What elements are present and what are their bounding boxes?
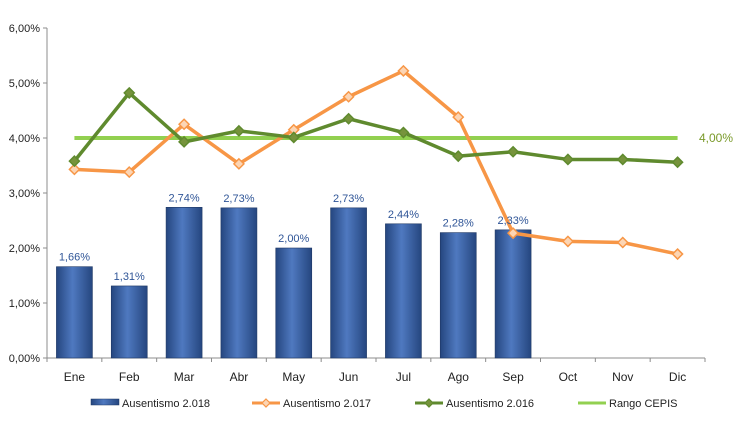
bar [330,207,367,359]
series-marker [671,156,684,169]
x-tick-label: Oct [559,370,578,384]
y-tick-label: 4,00% [9,133,40,145]
y-tick-label: 6,00% [9,23,40,35]
series-marker [232,124,245,137]
bar-data-label: 2,33% [497,215,528,227]
x-tick-label: Jul [396,370,411,384]
y-tick-label: 5,00% [9,78,40,90]
series-marker [507,227,520,240]
series-line [73,91,678,164]
x-tick-label: Dic [669,370,686,384]
bar-series [56,207,532,359]
legend-swatch-bars [90,398,120,406]
x-tick-label: Mar [174,370,195,384]
bar [439,232,477,359]
series-marker [178,118,191,131]
bar-data-label: 2,73% [333,193,364,205]
bar-data-label: 2,73% [223,193,254,205]
series-marker [178,135,191,148]
legend-label-series: Rango CEPIS [609,398,677,410]
bar [275,247,313,359]
bar-data-label: 2,28% [443,218,474,230]
legend-label-series: Ausentismo 2.016 [446,398,534,410]
x-tick-label: Feb [119,370,140,384]
bar-data-label: 1,66% [59,252,90,264]
axes: 0,00% 1,00% 2,00% 3,00% 4,00% 5,00% 6,00% Ene Fe… [9,23,706,384]
bar [56,266,93,359]
y-tick-label: 1,00% [9,298,40,310]
series-marker [452,150,465,163]
line-series [68,64,684,261]
y-tick-label: 3,00% [9,188,40,200]
bar [494,229,532,359]
series-marker [232,157,245,170]
bar [165,207,203,359]
series-marker [397,64,410,77]
series-marker [287,131,300,144]
series-marker [342,112,355,125]
y-tick-label: 0,00% [9,353,40,365]
series-marker [68,163,81,176]
series-marker [507,145,520,158]
x-tick-label: Ago [448,370,470,384]
data-labels: 1,66% 1,31% 2,74% 2,73% 2,00% 2,73% 2,44% 2,28%… [59,131,734,283]
legend-label-series: Ausentismo 2.017 [283,398,371,410]
series-marker [452,111,465,124]
series-marker [616,236,629,249]
bar-data-label: 2,74% [168,192,199,204]
bar-data-label: 2,00% [278,233,309,245]
bar-data-label: 1,31% [114,271,145,283]
cepis-end-label: 4,00% [699,131,733,145]
legend: Ausentismo 2.018 Ausentismo 2.017 Ausentis… [90,398,677,410]
x-tick-label: Ene [64,370,86,384]
series-marker [68,155,81,168]
series-marker [123,86,136,99]
series-line [74,69,678,256]
legend-swatch-marker [424,398,434,408]
x-tick-label: May [282,370,305,384]
x-tick-label: Sep [502,370,524,384]
x-tick-label: Jun [339,370,358,384]
series-marker [561,235,574,248]
bar [220,207,258,359]
bar-data-label: 2,44% [388,209,419,221]
series-marker [616,153,629,166]
bar [385,223,422,359]
series-marker [671,247,684,261]
y-tick-label: 2,00% [9,243,40,255]
x-tick-label: Abr [230,370,249,384]
series-marker [123,166,136,179]
legend-label-bars: Ausentismo 2.018 [122,398,210,410]
bar [110,285,148,359]
series-marker [397,126,410,139]
x-tick-label: Nov [612,370,633,384]
legend-swatch-marker [261,398,271,408]
series-marker [561,153,574,166]
series-marker [342,90,355,103]
